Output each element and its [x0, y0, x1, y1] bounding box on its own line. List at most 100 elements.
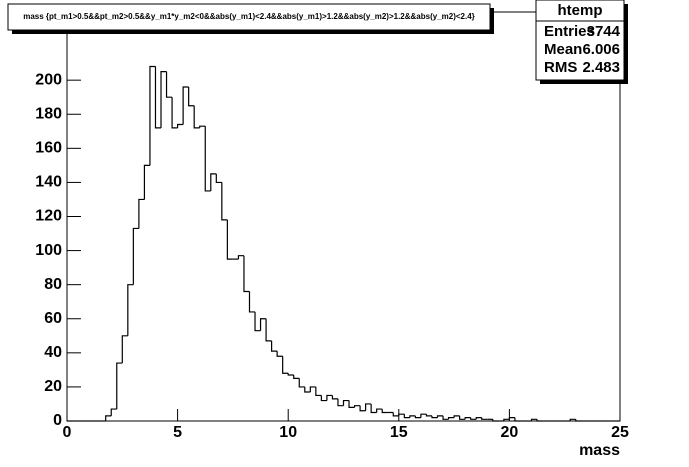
histogram-bin — [342, 399, 350, 406]
stats-box — [535, 0, 625, 81]
y-tick-label: 40 — [44, 344, 62, 361]
histogram-bin — [237, 255, 244, 260]
y-tick-label: 20 — [44, 378, 62, 395]
histogram-bin — [265, 318, 272, 342]
histogram-bin — [154, 66, 162, 129]
y-tick-label: 140 — [35, 174, 62, 191]
histogram-bin — [409, 415, 416, 418]
histogram-bin — [481, 417, 488, 420]
histogram-bin — [177, 123, 184, 128]
histogram-bin — [199, 125, 206, 128]
histogram-bin — [143, 164, 150, 200]
histogram-bin — [359, 405, 366, 412]
stats-label: Entries — [544, 23, 595, 40]
histogram-bin — [398, 413, 405, 416]
x-tick-label: 5 — [173, 424, 182, 441]
y-tick-label: 60 — [44, 310, 62, 327]
histogram-bin — [226, 219, 233, 260]
stats-value: 3744 — [587, 23, 621, 40]
histogram-bin — [171, 97, 178, 129]
histogram-bin — [436, 415, 444, 418]
histogram-bin — [105, 415, 112, 421]
histogram-bin — [569, 418, 576, 421]
histogram-bin — [453, 415, 460, 418]
histogram-bin — [492, 419, 499, 422]
histogram-bin — [470, 417, 477, 420]
histogram-bin — [243, 255, 250, 293]
histogram-bin — [298, 378, 305, 388]
histogram-bin — [536, 419, 543, 422]
y-tick-label: 80 — [44, 276, 62, 293]
histogram-bin — [221, 182, 228, 221]
histogram-bin — [475, 416, 482, 420]
histogram-bin — [271, 340, 278, 352]
stats-label: Mean — [544, 41, 582, 58]
histogram-bin — [326, 394, 333, 401]
y-tick-label: 180 — [35, 105, 62, 122]
histogram-bin — [165, 71, 173, 98]
chart-title: mass {pt_m1>0.5&&pt_m2>0.5&&y_m1*y_m2<0&… — [23, 12, 475, 21]
histogram-bin — [575, 419, 582, 422]
y-tick-label: 100 — [35, 242, 62, 259]
y-tick-label: 120 — [35, 208, 62, 225]
histogram-bin — [320, 395, 327, 402]
histogram-bin — [287, 373, 294, 376]
histogram-bin — [447, 416, 455, 420]
histogram-bin — [132, 227, 139, 285]
histogram-bin — [259, 318, 267, 331]
histogram-bin — [464, 416, 471, 420]
histogram-bin — [182, 86, 189, 125]
stats-label: RMS — [544, 59, 577, 76]
histogram-bin — [110, 408, 117, 416]
histogram-bin — [431, 415, 438, 419]
histogram-bin — [459, 415, 466, 420]
histogram-bin — [508, 416, 515, 420]
histogram-bin — [420, 413, 427, 418]
x-tick-label: 15 — [390, 424, 408, 441]
histogram-bin — [381, 409, 388, 414]
title-box — [7, 3, 491, 31]
histogram-bin — [315, 386, 322, 397]
x-tick-label: 20 — [501, 424, 519, 441]
histogram-bin — [503, 418, 510, 421]
histogram-bin — [403, 414, 410, 419]
histogram-bin — [442, 415, 449, 420]
histogram-bin — [530, 418, 538, 421]
histogram-bin — [514, 417, 521, 422]
histogram-bin — [293, 374, 300, 379]
histogram-bin — [204, 126, 211, 192]
histogram-bin — [309, 386, 316, 393]
histogram-bin — [116, 362, 123, 410]
histogram-bin — [254, 311, 261, 332]
histogram-bin — [304, 386, 311, 393]
x-tick-label: 10 — [279, 424, 297, 441]
histogram-bin — [138, 198, 145, 229]
stats-value: 6.006 — [582, 41, 620, 58]
histogram-bin — [348, 400, 355, 408]
histogram-bin — [188, 86, 195, 107]
histogram-bin — [193, 105, 200, 129]
y-tick-label: 200 — [35, 71, 62, 88]
histogram-bin — [127, 284, 134, 336]
histogram-bin — [376, 408, 383, 413]
histogram-bin — [248, 291, 256, 313]
y-tick-label: 160 — [35, 140, 62, 157]
x-tick-label: 25 — [611, 424, 629, 441]
histogram-bin — [282, 356, 289, 374]
histogram-bin — [160, 71, 167, 128]
histogram-bin — [215, 173, 222, 184]
histogram-bin — [210, 173, 217, 191]
stats-title: htemp — [558, 2, 603, 19]
histogram-bin — [365, 403, 372, 411]
x-tick-label: 0 — [63, 424, 72, 441]
histogram-bin — [149, 65, 156, 166]
histogram-bin — [414, 415, 421, 419]
histogram-bin — [331, 395, 338, 400]
stats-value: 2.483 — [582, 59, 620, 76]
x-axis-label: mass — [579, 442, 620, 459]
histogram-bin — [353, 405, 361, 408]
histogram-bin — [337, 398, 344, 407]
histogram-bin — [392, 412, 399, 417]
histogram-bin — [121, 335, 128, 364]
